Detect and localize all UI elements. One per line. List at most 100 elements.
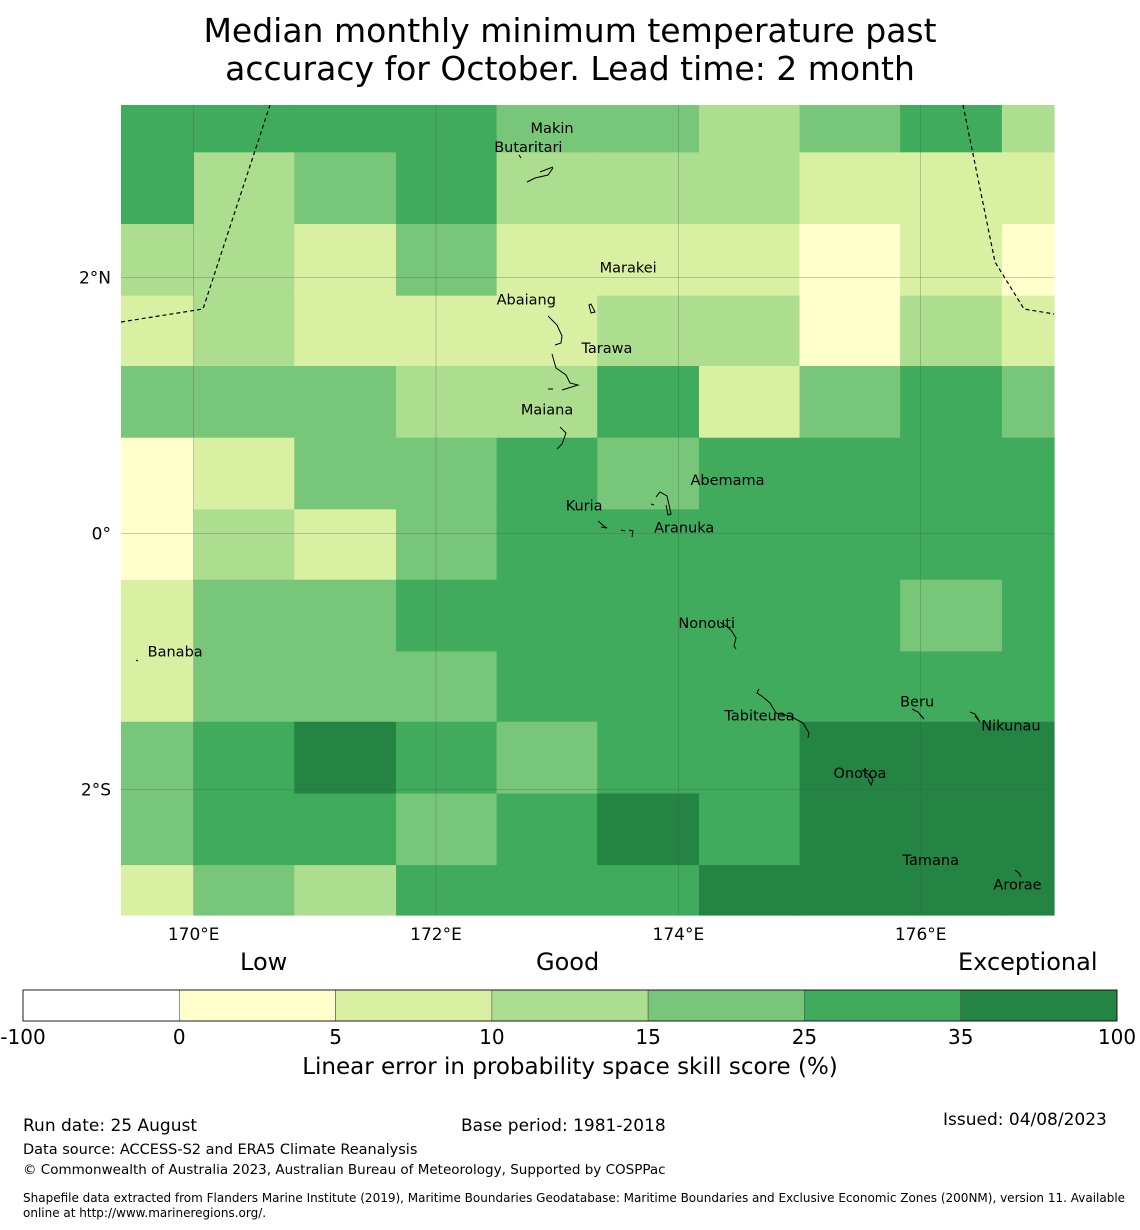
skill-cell	[496, 793, 598, 866]
place-label: Beru	[900, 694, 934, 710]
skill-cell	[799, 509, 901, 581]
island-outline-abaiang	[547, 315, 563, 346]
x-tick-label: 172°E	[410, 925, 462, 945]
skill-cell	[799, 721, 901, 795]
place-label: Butaritari	[494, 140, 562, 156]
island-outline-abemama	[650, 491, 672, 516]
skill-cell	[294, 651, 397, 723]
place-label: Makin	[531, 121, 574, 137]
skill-cell	[1001, 105, 1055, 153]
skill-cell	[193, 105, 295, 153]
base-period: Base period: 1981-2018	[461, 1116, 666, 1136]
skill-cell	[496, 865, 598, 916]
island-outline-makin	[518, 154, 554, 173]
skill-cell	[799, 105, 901, 153]
place-label: Abaiang	[497, 293, 556, 309]
colorbar-segment	[804, 989, 962, 1022]
skill-cell	[121, 437, 195, 510]
shapefile-credit-line-1: Shapefile data extracted from Flanders M…	[23, 1191, 1126, 1205]
skill-cell	[496, 224, 598, 297]
skill-cell	[597, 651, 700, 723]
place-label: Maiana	[521, 403, 573, 419]
skill-cell	[799, 437, 901, 510]
skill-cell	[396, 152, 498, 225]
skill-cell	[698, 651, 801, 723]
skill-cell	[294, 721, 397, 795]
chart-title: Median monthly minimum temperature past …	[0, 12, 1140, 88]
skill-cell	[396, 105, 498, 153]
skill-cell	[698, 865, 801, 916]
skill-cell	[1001, 295, 1055, 367]
skill-cell	[193, 579, 295, 652]
island-outline-tarawa	[548, 353, 580, 391]
skill-cell	[1001, 793, 1055, 866]
skill-cell	[1001, 509, 1055, 581]
skill-cell	[698, 366, 801, 439]
skill-cell	[294, 865, 397, 916]
skill-cell	[1001, 721, 1055, 795]
skill-cell	[294, 152, 397, 225]
title-line-1: Median monthly minimum temperature past	[203, 11, 937, 50]
skill-cell	[698, 295, 801, 367]
skill-cell	[900, 651, 1003, 723]
skill-cell	[121, 579, 195, 652]
skill-cell	[294, 437, 397, 510]
skill-cell	[900, 152, 1003, 225]
x-tick-label: 176°E	[895, 925, 947, 945]
skill-cell	[597, 105, 700, 153]
skill-cell	[396, 366, 498, 439]
skill-cell	[121, 295, 195, 367]
skill-cell	[121, 651, 195, 723]
skill-cell	[597, 579, 700, 652]
eez-boundaries	[120, 104, 1055, 323]
colorbar-tick-label: 0	[173, 1025, 186, 1049]
skill-cell	[396, 224, 498, 297]
shapefile-credit-line-2: online at http://www.marineregions.org/.	[23, 1206, 267, 1220]
skill-cell	[496, 437, 598, 510]
island-outline-arorae	[1014, 869, 1022, 878]
colorbar-tick-label: 100	[1098, 1025, 1136, 1049]
skill-cell	[193, 437, 295, 510]
place-label: Banaba	[148, 644, 203, 660]
skill-cell	[597, 437, 700, 510]
y-tick-label: 0°	[92, 525, 111, 545]
skill-cell	[396, 793, 498, 866]
skill-cell	[121, 793, 195, 866]
skill-cell	[121, 152, 195, 225]
skill-cell	[294, 224, 397, 297]
lat-lon-gridlines	[121, 105, 1054, 915]
skill-cell	[496, 651, 598, 723]
axis-tick-labels: 170°E 172°E 174°E 176°E 2°N 0° 2°S	[79, 269, 947, 945]
island-outline-onotoa	[861, 769, 874, 787]
skill-cell	[294, 366, 397, 439]
skill-cell	[496, 295, 598, 367]
skill-cell	[396, 865, 498, 916]
eez-boundary-west	[120, 104, 271, 323]
place-label: Kuria	[566, 499, 603, 515]
skill-cell	[597, 366, 700, 439]
island-outline-beru	[911, 708, 925, 720]
skill-cell	[597, 509, 700, 581]
issued-date: Issued: 04/08/2023	[943, 1110, 1107, 1130]
island-outline-banaba	[135, 659, 139, 662]
skill-cell	[698, 152, 801, 225]
place-label: Onotoa	[833, 766, 886, 782]
colorbar: -100 0 5 10 15 25 35 100	[0, 989, 1136, 1049]
skill-cell	[121, 105, 195, 153]
skill-cell	[597, 224, 700, 297]
skill-cell	[1001, 651, 1055, 723]
skill-cell	[799, 651, 901, 723]
skill-cell	[396, 721, 498, 795]
y-tick-label: 2°S	[81, 781, 111, 801]
place-label: Nonouti	[678, 616, 735, 632]
skill-cell	[496, 721, 598, 795]
skill-cell	[1001, 224, 1055, 297]
skill-cell	[1001, 366, 1055, 439]
skill-cell	[496, 579, 598, 652]
island-outline-tabiteuea	[756, 688, 810, 739]
island-outline-tamana	[913, 855, 917, 859]
colorbar-segment	[178, 989, 336, 1022]
skill-cell	[193, 224, 295, 297]
island-outline-aranuka	[620, 529, 634, 538]
